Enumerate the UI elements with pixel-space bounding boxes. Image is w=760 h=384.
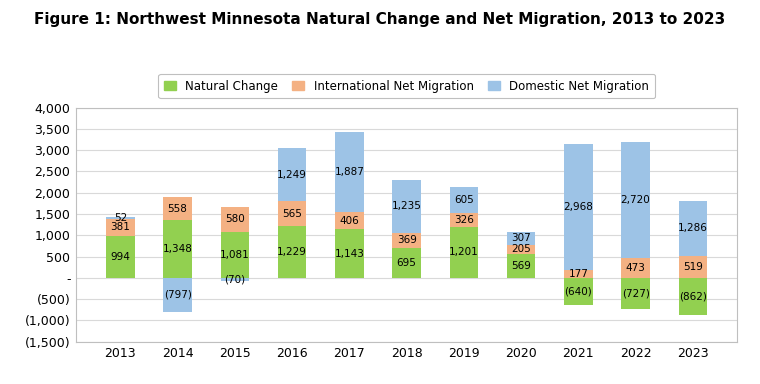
Text: 605: 605 [454,195,473,205]
Bar [449,213,478,227]
Bar [621,278,650,309]
Text: 1,249: 1,249 [277,170,307,180]
Bar [679,256,707,278]
Bar [163,278,192,312]
Bar [679,278,707,314]
Text: 2,968: 2,968 [563,202,594,212]
Text: (640): (640) [565,286,592,296]
Bar [106,219,135,235]
Text: 369: 369 [397,235,416,245]
Bar [564,270,593,278]
Text: 565: 565 [282,209,302,218]
Bar [392,180,421,233]
Bar [163,197,192,220]
Bar [220,207,249,232]
Bar [507,254,535,278]
Bar [278,225,306,278]
Bar [507,232,535,245]
Text: (797): (797) [163,290,192,300]
Bar [679,201,707,256]
Text: 381: 381 [110,222,130,232]
Text: (727): (727) [622,288,650,298]
Bar [564,278,593,305]
Text: (862): (862) [679,291,707,301]
Text: 1,229: 1,229 [277,247,307,257]
Bar [106,217,135,219]
Text: 558: 558 [168,204,188,214]
Bar [621,258,650,278]
Bar [278,148,306,202]
Text: 1,235: 1,235 [391,201,422,211]
Bar [335,229,364,278]
Text: 406: 406 [340,215,359,225]
Bar [278,202,306,225]
Bar [335,212,364,229]
Text: 326: 326 [454,215,473,225]
Text: 1,887: 1,887 [334,167,364,177]
Text: 177: 177 [568,269,588,279]
Text: 307: 307 [511,233,531,243]
Bar [163,220,192,278]
Bar [507,245,535,254]
Bar [392,233,421,248]
Legend: Natural Change, International Net Migration, Domestic Net Migration: Natural Change, International Net Migrat… [158,74,655,98]
Bar [449,227,478,278]
Bar [220,232,249,278]
Text: 52: 52 [114,213,127,223]
Text: 994: 994 [110,252,130,262]
Text: 1,081: 1,081 [220,250,250,260]
Bar [106,235,135,278]
Text: (70): (70) [224,274,245,285]
Bar [449,187,478,213]
Text: Figure 1: Northwest Minnesota Natural Change and Net Migration, 2013 to 2023: Figure 1: Northwest Minnesota Natural Ch… [34,12,726,26]
Text: 519: 519 [683,262,703,272]
Text: 1,201: 1,201 [449,247,479,257]
Bar [335,132,364,212]
Text: 1,143: 1,143 [334,248,364,258]
Bar [392,248,421,278]
Text: 695: 695 [397,258,416,268]
Text: 569: 569 [511,261,531,271]
Bar [621,142,650,258]
Text: 205: 205 [511,244,531,254]
Text: 2,720: 2,720 [621,195,651,205]
Bar [564,144,593,270]
Text: 1,286: 1,286 [678,223,708,233]
Text: 580: 580 [225,215,245,225]
Text: 1,348: 1,348 [163,244,192,254]
Text: 473: 473 [625,263,645,273]
Bar [220,278,249,281]
